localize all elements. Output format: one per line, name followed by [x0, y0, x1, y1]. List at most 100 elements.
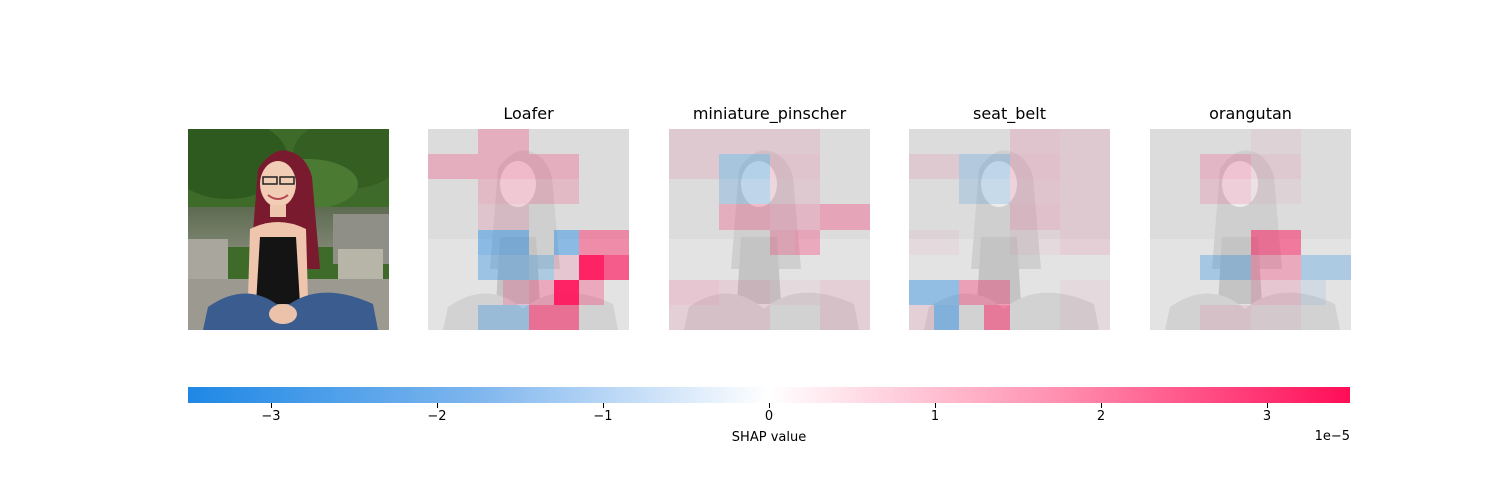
colorbar-label: SHAP value	[731, 430, 807, 445]
heatmap-cell	[1084, 179, 1110, 205]
heatmap-cell	[503, 279, 529, 305]
heatmap-cell	[453, 129, 478, 154]
heatmap-cell	[578, 279, 604, 305]
heatmap-cell	[669, 129, 695, 155]
heatmap-cell	[1150, 179, 1175, 204]
heatmap-cell	[744, 154, 770, 180]
heatmap-cell	[1034, 204, 1060, 230]
heatmap-cell	[604, 179, 629, 204]
heatmap-cell	[694, 279, 720, 305]
heatmap-cell	[1175, 179, 1200, 204]
heatmap-cell	[1225, 129, 1250, 154]
heatmap-cell	[1009, 204, 1035, 230]
heatmap-cell	[984, 230, 1009, 255]
heatmap-cell	[1009, 179, 1035, 205]
heatmap-cell	[959, 230, 984, 255]
heatmap-cell	[528, 304, 554, 330]
heatmap-cell	[934, 154, 960, 180]
heatmap-cell	[1035, 255, 1060, 280]
heatmap-cell	[1009, 229, 1035, 255]
heatmap-cell	[1084, 129, 1110, 155]
heatmap-cell	[1275, 129, 1301, 155]
heatmap-cell	[453, 255, 478, 280]
heatmap-cell	[719, 154, 745, 180]
heatmap-cell	[959, 154, 985, 180]
heatmap-cell	[553, 179, 579, 205]
heatmap-cell	[820, 179, 845, 204]
heatmap-cell	[1276, 204, 1301, 229]
heatmap-cell	[1059, 304, 1085, 330]
heatmap-cell	[694, 154, 720, 180]
heatmap-cell	[1250, 179, 1276, 205]
heatmap-cell	[1300, 254, 1326, 280]
heatmap-cell	[909, 129, 934, 154]
heatmap-cell	[719, 304, 745, 330]
heatmap-cell	[820, 255, 845, 280]
heatmap-cell	[1250, 304, 1276, 330]
heatmap-cell	[1325, 254, 1351, 280]
heatmap-cell	[1084, 304, 1110, 330]
heatmap-cell	[1175, 129, 1200, 154]
heatmap-cell	[528, 154, 554, 180]
heatmap-cell	[669, 230, 694, 255]
heatmap-cell	[744, 179, 770, 205]
shap-panel-orangutan	[1150, 129, 1351, 330]
heatmap-cell	[1300, 279, 1326, 305]
heatmap-cell	[1010, 255, 1035, 280]
heatmap-cell	[553, 304, 579, 330]
heatmap-cell	[428, 255, 453, 280]
heatmap-cell	[453, 305, 478, 330]
heatmap-cell	[909, 304, 935, 330]
heatmap-cell	[669, 204, 694, 229]
heatmap-cell	[819, 279, 845, 305]
heatmap-cell	[844, 279, 870, 305]
panel-title-loafer: Loafer	[503, 104, 554, 123]
heatmap-cell	[744, 204, 770, 230]
shap-panel-miniature-pinscher	[669, 129, 870, 330]
heatmap-cell	[1150, 230, 1175, 255]
heatmap-cell	[844, 304, 870, 330]
heatmap-cell	[1010, 305, 1035, 330]
heatmap-cell	[579, 305, 604, 330]
heatmap-cell	[820, 129, 845, 154]
heatmap-cell	[604, 204, 629, 229]
colorbar-tick-label: −1	[593, 409, 613, 424]
grayscale-photo	[1150, 129, 1351, 330]
heatmap-cell	[1175, 280, 1200, 305]
heatmap-cell	[453, 230, 478, 255]
heatmap-cell	[1200, 280, 1225, 305]
heatmap-cell	[769, 179, 795, 205]
heatmap-cell	[794, 129, 820, 155]
heatmap-cell	[694, 129, 720, 155]
heatmap-cell	[1250, 154, 1276, 180]
heatmap-cell	[669, 255, 694, 280]
heatmap-cell	[1301, 204, 1326, 229]
heatmap-cell	[744, 304, 770, 330]
heatmap-cell	[1150, 129, 1175, 154]
heatmap-cell	[428, 230, 453, 255]
heatmap-cell	[603, 229, 629, 255]
grayscale-photo	[669, 129, 870, 330]
heatmap-cell	[478, 280, 503, 305]
heatmap-cell	[1225, 230, 1250, 255]
heatmap-cell	[529, 204, 554, 229]
heatmap-cell	[428, 280, 453, 305]
heatmap-cell	[503, 229, 529, 255]
heatmap-cell	[1275, 154, 1301, 180]
heatmap-cell	[1059, 229, 1085, 255]
heatmap-cell	[934, 204, 959, 229]
colorbar	[188, 387, 1350, 403]
heatmap-cell	[1175, 204, 1200, 229]
heatmap-cell	[503, 254, 529, 280]
heatmap-cell	[1225, 280, 1250, 305]
grayscale-photo	[428, 129, 629, 330]
heatmap-cell	[984, 179, 1010, 205]
heatmap-cell	[428, 305, 453, 330]
heatmap-grid	[428, 129, 629, 330]
colorbar-tick	[769, 403, 770, 408]
heatmap-cell	[984, 255, 1009, 280]
heatmap-cell	[845, 154, 870, 179]
original-image	[188, 129, 389, 330]
heatmap-cell	[1150, 255, 1175, 280]
heatmap-cell	[984, 279, 1010, 305]
